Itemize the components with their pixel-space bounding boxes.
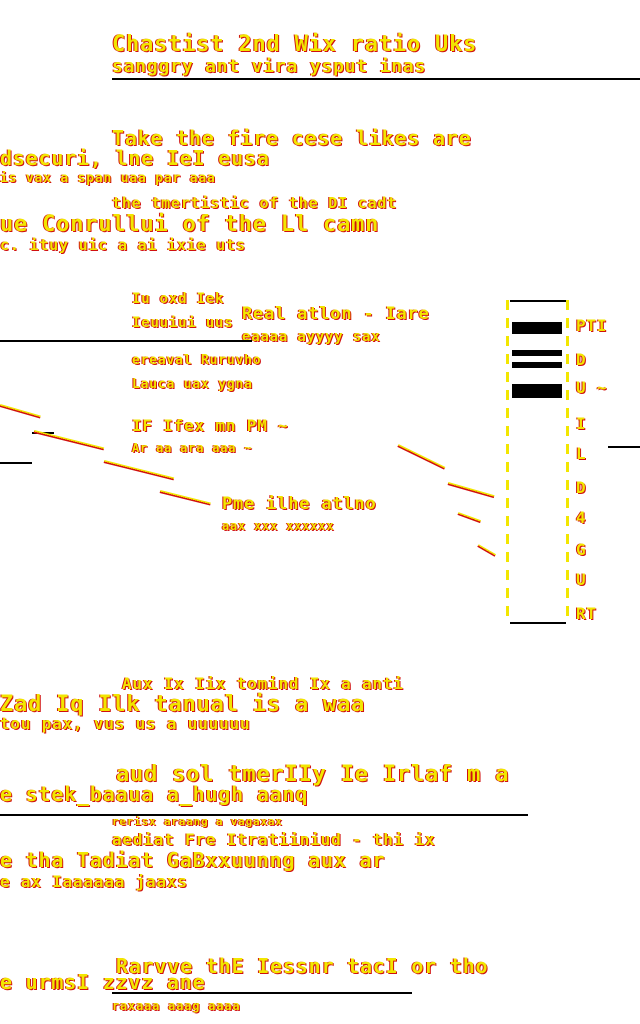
paragraph-3-line-5: e tha Tadiat GaBxxuunng aux ar (0, 848, 386, 872)
scale-label-7: 4 (576, 508, 587, 527)
scale-right-rail (566, 300, 569, 624)
paragraph-1-line-5: ue Conrullui of the Ll camn (0, 212, 380, 237)
scale-fill-block-2 (512, 350, 562, 356)
diagram-label-7: IF Ifex mn PM ~ (132, 416, 289, 435)
scale-fill-block-1 (512, 322, 562, 334)
diagonal-stroke-3 (103, 460, 175, 481)
paragraph-3-underline (0, 814, 528, 816)
diagram-label-6: Lauca uax ygna (132, 377, 253, 392)
paragraph-1-line-6: c. ituy uic a ai ixie uts (0, 236, 246, 254)
paragraph-2-line-2: Zad Iq Ilk tanual is a waa (0, 692, 366, 717)
paragraph-4-line-1: Rarvve thE Iessnr tacI or tho (116, 954, 489, 978)
scale-label-10: RT (576, 604, 597, 623)
paragraph-4-line-3: raxaaa aaag aaaa (112, 999, 241, 1013)
scale-label-3: U ~ (576, 378, 608, 397)
scale-label-6: D (576, 478, 587, 497)
paragraph-4-underline (112, 992, 412, 994)
diagonal-stroke-1 (0, 404, 41, 419)
leader-line-left-mid (112, 340, 252, 342)
scale-fill-block-3 (512, 362, 562, 368)
paragraph-3-line-3: rerisx araang a vagaxax (112, 815, 283, 828)
leader-line-right (608, 446, 640, 448)
header-line-1: Chastist 2nd Wix ratio Uks (112, 32, 478, 57)
paragraph-3-line-1: aud sol tmerIIy Ie Irlaf m a (116, 762, 510, 787)
paragraph-1-line-2: dsecuri, lne IeI eusa (0, 146, 270, 170)
diagram-label-4: eaaaa ayyyy sax (242, 329, 381, 345)
diagram-label-5: ereaval Ruruvho (132, 353, 262, 368)
paragraph-3-line-6: e ax Iaaaaaa jaaxs (0, 872, 188, 891)
diagonal-stroke-5 (397, 444, 446, 470)
paragraph-1-line-4: the tmertistic of the DI cadt (112, 194, 398, 212)
diagonal-stroke-7 (457, 512, 482, 524)
diagram-label-3: Real atlon - Iare (242, 304, 430, 324)
scale-top-bar (510, 300, 566, 302)
header-underline (112, 78, 640, 80)
paragraph-1-line-3: is vax a span uaa par aaa (0, 171, 216, 186)
scale-label-4: I (576, 414, 587, 433)
scale-label-9: U (576, 570, 587, 589)
scale-label-5: L (576, 444, 587, 463)
diagram-label-1: Iu oxd Iek (132, 291, 225, 307)
scale-label-2: D (576, 350, 587, 369)
scale-fill-block-4 (512, 384, 562, 398)
diagonal-stroke-4 (159, 490, 211, 506)
leader-line-left-top (0, 340, 112, 342)
scale-left-rail (506, 300, 509, 624)
scale-label-1: PTI (576, 316, 608, 335)
leader-line-left-low (0, 462, 32, 464)
paragraph-3-line-2: e stek_baaua a_hugh aanq (0, 782, 309, 806)
diagram-label-2: Ieuuiui uus (132, 315, 234, 331)
scale-bottom-bar (510, 622, 566, 624)
header-line-2: sanggry ant vira ysput inas (112, 56, 427, 77)
diagonal-stroke-6 (447, 482, 495, 499)
scale-label-8: G (576, 540, 587, 559)
paragraph-2-line-1: Aux Ix Iix tomind Ix a anti (122, 674, 404, 693)
diagonal-stroke-8 (477, 544, 497, 557)
diagonal-stroke-2 (33, 430, 105, 451)
paragraph-2-line-3: tou pax, vus us a uuuuuu (0, 714, 251, 733)
diagram-label-10: aax xxx xxxxxx (222, 519, 335, 533)
paragraph-4-line-2: e urmsI zzvz ane (0, 970, 206, 994)
diagram-label-9: Pme ilhe atlno (222, 494, 377, 514)
diagram-label-8: Ar aa ara aaa ~ (132, 441, 253, 455)
paragraph-1-line-1: Take the fire cese likes are (112, 126, 472, 150)
paragraph-3-line-4: aediat Fre Itratiiniud - thi ix (112, 830, 436, 849)
